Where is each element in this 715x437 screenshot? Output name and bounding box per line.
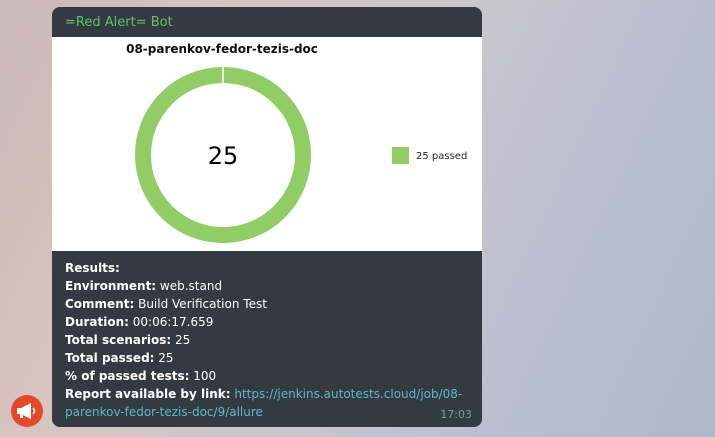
passed-row: Total passed: 25 xyxy=(65,351,174,365)
message-time: 17:03 xyxy=(440,408,472,421)
results-heading: Results: xyxy=(65,261,120,275)
sender-name[interactable]: =Red Alert= Bot xyxy=(65,15,173,30)
chart-image[interactable]: 08-parenkov-fedor-tezis-doc 25 25 passed xyxy=(52,37,482,251)
chart-title: 08-parenkov-fedor-tezis-doc xyxy=(126,42,318,56)
bot-avatar[interactable] xyxy=(11,395,43,427)
center-value: 25 xyxy=(208,142,239,170)
donut-chart: 08-parenkov-fedor-tezis-doc 25 25 passed xyxy=(126,42,467,243)
message-text: Results: Environment: web.stand Comment:… xyxy=(65,259,470,421)
message-bubble: =Red Alert= Bot 08-parenkov-fedor-tezis-… xyxy=(52,7,482,427)
scenarios-row: Total scenarios: 25 xyxy=(65,333,191,347)
report-link[interactable]: https://jenkins.autotests.cloud/job/08-p… xyxy=(65,387,463,419)
megaphone-icon xyxy=(17,403,36,419)
legend-label-1: 25 passed xyxy=(416,151,467,162)
report-row: Report available by link: https://jenkin… xyxy=(65,387,463,419)
environment-row: Environment: web.stand xyxy=(65,279,223,293)
duration-row: Duration: 00:06:17.659 xyxy=(65,315,214,329)
percent-row: % of passed tests: 100 xyxy=(65,369,217,383)
comment-row: Comment: Build Verification Test xyxy=(65,297,267,311)
legend-swatch-1 xyxy=(392,147,409,164)
